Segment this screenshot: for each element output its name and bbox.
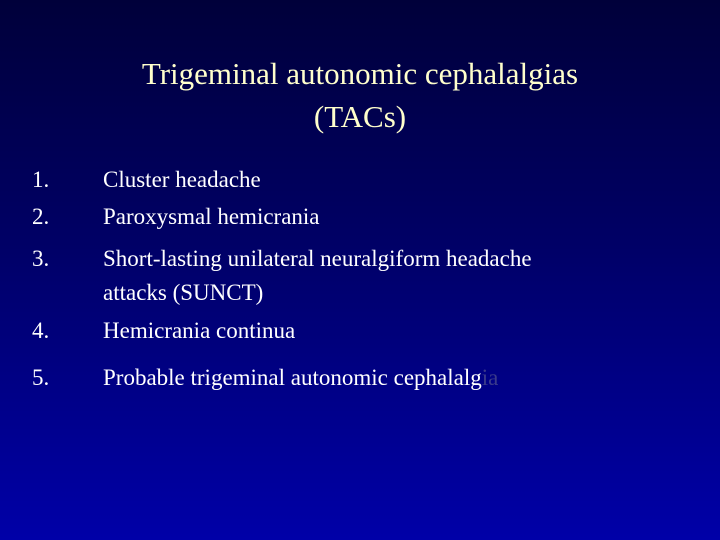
list-text: Hemicrania continua: [103, 318, 296, 343]
list-number: 4.: [32, 318, 50, 343]
faded-text: ia: [481, 365, 499, 390]
list-text: Probable trigeminal autonomic cephalalgi…: [103, 365, 499, 390]
list-number: 2.: [32, 204, 50, 229]
list-number: 3.: [32, 246, 50, 271]
list-number: 1.: [32, 167, 50, 192]
list-text: Paroxysmal hemicrania: [103, 204, 320, 229]
list-text: attacks (SUNCT): [103, 280, 264, 305]
list-text: Cluster headache: [103, 167, 261, 192]
list-text: Short-lasting unilateral neuralgiform he…: [103, 246, 532, 271]
list-number: 5.: [32, 365, 50, 390]
title-line: Trigeminal autonomic cephalalgias: [141, 56, 579, 91]
title-line: (TACs): [313, 99, 407, 134]
